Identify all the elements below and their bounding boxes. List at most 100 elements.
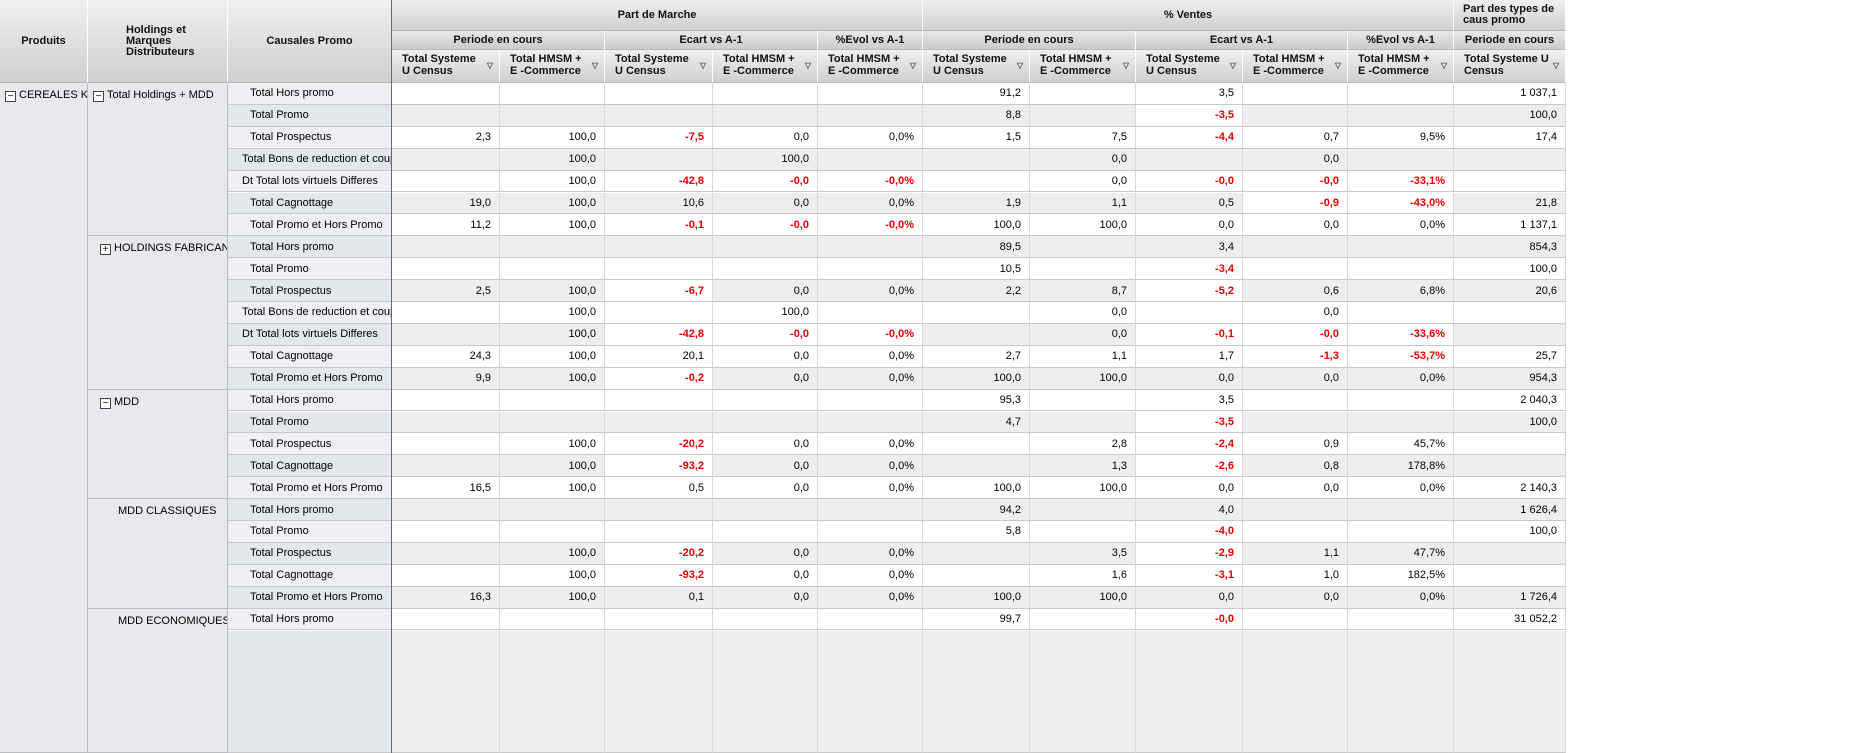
causal-label: Total Cagnottage xyxy=(228,192,392,215)
data-cell xyxy=(392,455,500,478)
data-cell xyxy=(1243,236,1348,259)
data-cell: 100,0 xyxy=(1030,586,1136,609)
data-cell xyxy=(500,630,605,753)
data-cell: -0,2 xyxy=(605,367,713,390)
expand-icon[interactable]: + xyxy=(100,244,111,256)
filter-icon[interactable]: ▽ xyxy=(1016,61,1023,70)
data-cell xyxy=(392,148,500,171)
data-cell xyxy=(392,608,500,631)
causal-label: Total Promo et Hors Promo xyxy=(228,214,392,237)
filter-icon[interactable]: ▽ xyxy=(1440,61,1447,70)
data-cell xyxy=(605,302,713,324)
data-cell xyxy=(818,521,923,543)
filter-icon[interactable]: ▽ xyxy=(1229,61,1236,70)
data-cell: 94,2 xyxy=(923,499,1030,521)
data-cell xyxy=(713,608,818,631)
data-cell: 100,0 xyxy=(500,148,605,171)
column-header[interactable]: Total HMSM + E -Commerce ▽ xyxy=(1030,50,1136,83)
collapse-icon[interactable]: − xyxy=(93,91,104,102)
data-cell: -0,0 xyxy=(1243,170,1348,193)
data-cell: 6,8% xyxy=(1348,280,1454,302)
holding-group-label: HOLDINGS FABRICANTS xyxy=(114,242,227,255)
data-cell xyxy=(818,411,923,434)
data-cell: 0,7 xyxy=(1243,126,1348,149)
column-header[interactable]: Total Systeme U Census ▽ xyxy=(1136,50,1243,83)
data-cell: 0,1 xyxy=(605,586,713,609)
data-cell: 2,2 xyxy=(923,280,1030,302)
data-cell: 0,0 xyxy=(713,345,818,368)
column-header[interactable]: Total HMSM + E -Commerce ▽ xyxy=(1348,50,1454,83)
data-cell: 0,0% xyxy=(1348,367,1454,390)
data-cell: 0,0% xyxy=(818,455,923,478)
data-cell: -3,5 xyxy=(1136,104,1243,127)
filter-icon[interactable]: ▽ xyxy=(591,61,598,70)
data-cell xyxy=(1243,521,1348,543)
data-cell: 100,0 xyxy=(500,214,605,237)
data-cell: 0,0 xyxy=(713,433,818,456)
data-cell: 954,3 xyxy=(1454,367,1566,390)
data-cell: 91,2 xyxy=(923,83,1030,105)
data-cell: -33,6% xyxy=(1348,323,1454,346)
holding-group-cell[interactable]: − Total Holdings + MDD xyxy=(88,83,228,237)
column-header[interactable]: Total HMSM + E -Commerce ▽ xyxy=(1243,50,1348,83)
column-header-label: Total Systeme U Census xyxy=(1146,53,1220,77)
holding-group-cell[interactable]: − MDD xyxy=(88,389,228,500)
data-cell: 10,6 xyxy=(605,192,713,215)
data-cell: 0,0 xyxy=(713,367,818,390)
column-header[interactable]: Total Systeme U Census ▽ xyxy=(1454,50,1566,83)
holding-group-cell[interactable]: MDD CLASSIQUES xyxy=(88,499,228,609)
data-cell: 100,0 xyxy=(500,477,605,500)
data-cell xyxy=(392,236,500,259)
causal-label: Total Cagnottage xyxy=(228,455,392,478)
data-cell: 100,0 xyxy=(500,280,605,302)
filter-icon[interactable]: ▽ xyxy=(486,61,493,70)
data-cell: 20,6 xyxy=(1454,280,1566,302)
holding-group-cell[interactable]: MDD ECONOMIQUES xyxy=(88,608,228,753)
column-header[interactable]: Total HMSM + E -Commerce ▽ xyxy=(713,50,818,83)
holding-group-cell[interactable]: +HOLDINGS FABRICANTS xyxy=(88,236,228,390)
data-cell: 89,5 xyxy=(923,236,1030,259)
header-causales[interactable]: Causales Promo xyxy=(228,0,392,83)
collapse-icon[interactable]: − xyxy=(5,91,16,102)
header-holdings[interactable]: Holdings et Marques Distributeurs xyxy=(88,0,228,83)
filter-icon[interactable]: ▽ xyxy=(1552,61,1559,70)
header-produits[interactable]: Produits xyxy=(0,0,88,83)
data-cell xyxy=(713,630,818,753)
header-group: Part de Marche xyxy=(392,0,923,31)
data-cell xyxy=(923,433,1030,456)
data-cell: 47,7% xyxy=(1348,542,1454,565)
data-cell xyxy=(392,104,500,127)
filter-icon[interactable]: ▽ xyxy=(699,61,706,70)
data-cell xyxy=(1454,170,1566,193)
data-cell: 10,5 xyxy=(923,258,1030,281)
data-cell: 1,0 xyxy=(1243,564,1348,587)
data-cell xyxy=(1454,323,1566,346)
column-header[interactable]: Total HMSM + E -Commerce ▽ xyxy=(818,50,923,83)
filter-icon[interactable]: ▽ xyxy=(804,61,811,70)
data-cell: -0,0 xyxy=(713,170,818,193)
data-cell: 4,0 xyxy=(1136,499,1243,521)
data-cell: -42,8 xyxy=(605,323,713,346)
column-header[interactable]: Total Systeme U Census ▽ xyxy=(923,50,1030,83)
data-cell: 0,0% xyxy=(818,564,923,587)
product-cell[interactable]: −CEREALES KG xyxy=(0,83,88,753)
data-cell xyxy=(1030,104,1136,127)
data-cell xyxy=(713,389,818,412)
column-header[interactable]: Total HMSM + E -Commerce ▽ xyxy=(500,50,605,83)
header-subgroup: Periode en cours xyxy=(392,31,605,50)
column-header[interactable]: Total Systeme U Census ▽ xyxy=(605,50,713,83)
data-cell xyxy=(392,411,500,434)
collapse-icon[interactable]: − xyxy=(100,397,111,409)
filter-icon[interactable]: ▽ xyxy=(1122,61,1129,70)
column-header[interactable]: Total Systeme U Census ▽ xyxy=(392,50,500,83)
filter-icon[interactable]: ▽ xyxy=(1334,61,1341,70)
data-cell xyxy=(392,499,500,521)
data-cell xyxy=(605,389,713,412)
filter-icon[interactable]: ▽ xyxy=(909,61,916,70)
data-cell: 0,6 xyxy=(1243,280,1348,302)
data-cell xyxy=(1030,236,1136,259)
data-cell: -0,1 xyxy=(605,214,713,237)
data-cell: 100,0 xyxy=(923,477,1030,500)
data-cell: 100,0 xyxy=(500,302,605,324)
data-cell xyxy=(605,521,713,543)
